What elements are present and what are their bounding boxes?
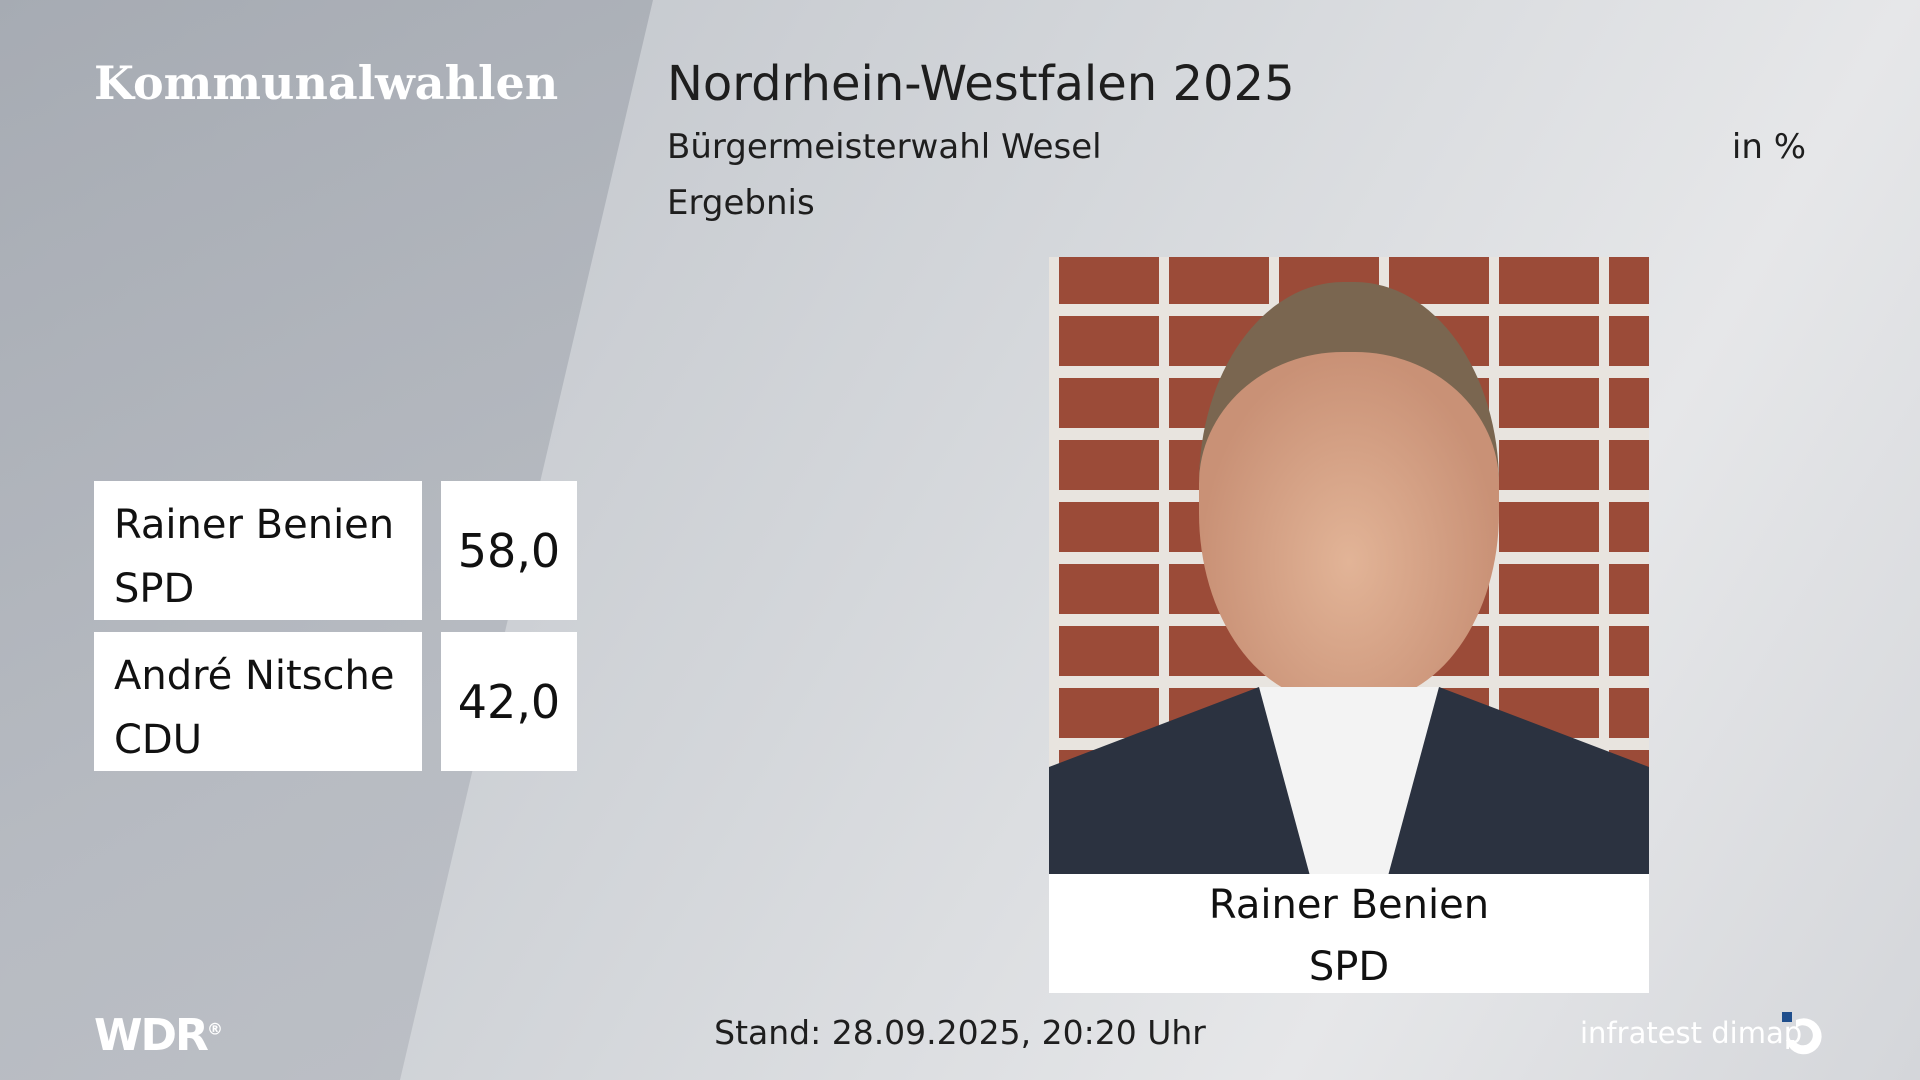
candidate-cell: Rainer Benien SPD [94,481,422,620]
brand-title: Kommunalwahlen [94,56,559,110]
subtitle: Bürgermeisterwahl Wesel [667,127,1102,167]
candidate-name: André Nitsche [114,653,395,699]
candidate-value: 58,0 [441,481,577,620]
timestamp: Stand: 28.09.2025, 20:20 Uhr [714,1013,1206,1052]
photo-head [1199,282,1499,702]
unit-label: in % [1731,127,1806,167]
source-label: infratest dimap [1580,1016,1803,1050]
page-title: Nordrhein-Westfalen 2025 [667,56,1295,112]
candidate-cell: André Nitsche CDU [94,632,422,771]
candidate-name: Rainer Benien [114,502,395,548]
candidate-party: SPD [114,566,195,612]
winner-caption: Rainer Benien SPD [1049,874,1649,993]
candidate-value: 42,0 [441,632,577,771]
candidate-party: CDU [114,717,203,763]
winner-party: SPD [1308,944,1390,990]
wdr-logo-text: WDR [94,1010,209,1061]
winner-photo [1049,257,1649,874]
wdr-logo: WDR® [94,1010,223,1061]
winner-name: Rainer Benien [1208,882,1490,928]
infratest-dimap-logo-icon [1782,1012,1822,1055]
result-label: Ergebnis [667,183,815,223]
